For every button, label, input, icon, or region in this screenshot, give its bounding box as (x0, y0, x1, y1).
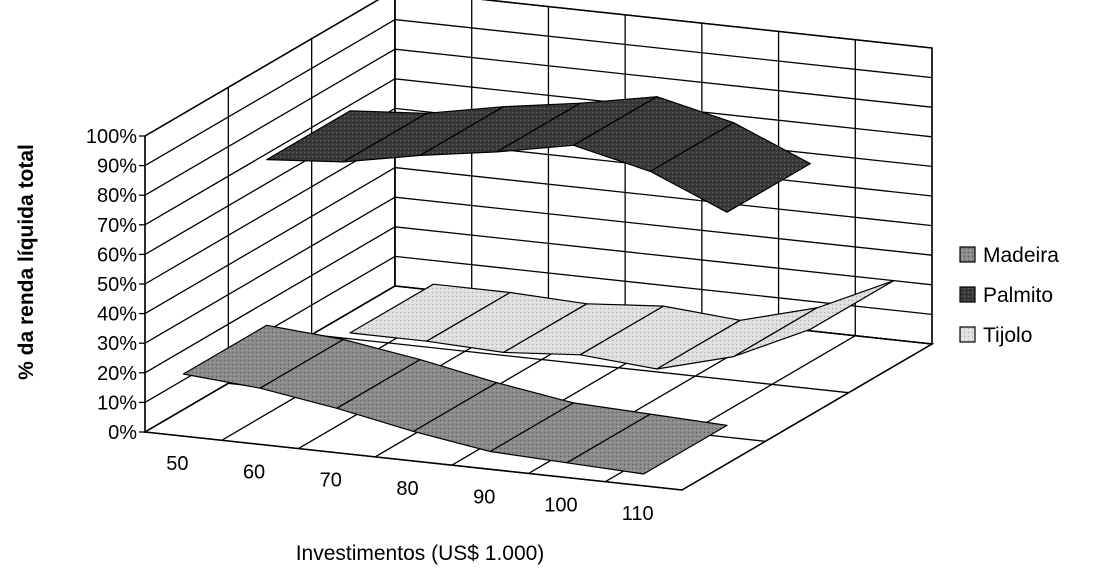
y-tick-label: 70% (97, 215, 137, 237)
y-tick-label: 80% (97, 185, 137, 207)
x-axis-ticks: 50 60 70 80 90 100 110 (166, 453, 653, 525)
floor-gridline-x (681, 343, 933, 491)
y-tick-label: 0% (108, 422, 137, 444)
legend: Madeira Palmito Tijolo (953, 235, 1098, 358)
surface-segment (566, 413, 728, 475)
y-tick-label: 30% (97, 333, 137, 355)
legend-label: Palmito (983, 284, 1053, 307)
y-tick-label: 40% (97, 304, 137, 326)
x-tick-label: 70 (320, 470, 342, 492)
x-tick-label: 90 (473, 486, 495, 508)
y-tick-label: 20% (97, 363, 137, 385)
series-palmito (266, 96, 811, 213)
surface-segment (649, 122, 811, 213)
y-axis-ticks: 0% 10% 20% 30% 40% 50% 60% 70% 80% 90% 100% (86, 126, 145, 444)
x-tick-label: 100 (544, 495, 577, 517)
series-madeira (182, 324, 728, 475)
legend-swatch (959, 246, 976, 263)
legend-item: Tijolo (959, 324, 1032, 347)
y-tick-label: 50% (97, 274, 137, 296)
legend-label: Tijolo (983, 324, 1032, 347)
legend-item: Madeira (959, 244, 1059, 267)
x-tick-label: 50 (166, 453, 188, 475)
legend-swatch (959, 286, 976, 303)
x-tick-label: 60 (243, 461, 265, 483)
chart-series (182, 96, 895, 475)
y-tick-label: 90% (97, 156, 137, 178)
x-axis-title: Investimentos (US$ 1.000) (296, 542, 545, 565)
y-tick-label: 60% (97, 244, 137, 266)
legend-item: Palmito (959, 284, 1053, 307)
x-tick-label: 110 (622, 503, 654, 525)
legend-label: Madeira (983, 244, 1059, 267)
y-tick-label: 100% (86, 126, 137, 148)
y-tick-label: 10% (97, 392, 137, 414)
floor-gridline-depth (311, 334, 849, 394)
x-tick-label: 80 (396, 478, 418, 500)
floor-gridline-depth (144, 431, 683, 491)
series-tijolo (349, 280, 895, 370)
legend-swatch (959, 326, 976, 343)
surface-segment (732, 280, 895, 358)
y-axis-title: % da renda líquida total (15, 144, 38, 380)
legend-frame (953, 235, 1098, 358)
